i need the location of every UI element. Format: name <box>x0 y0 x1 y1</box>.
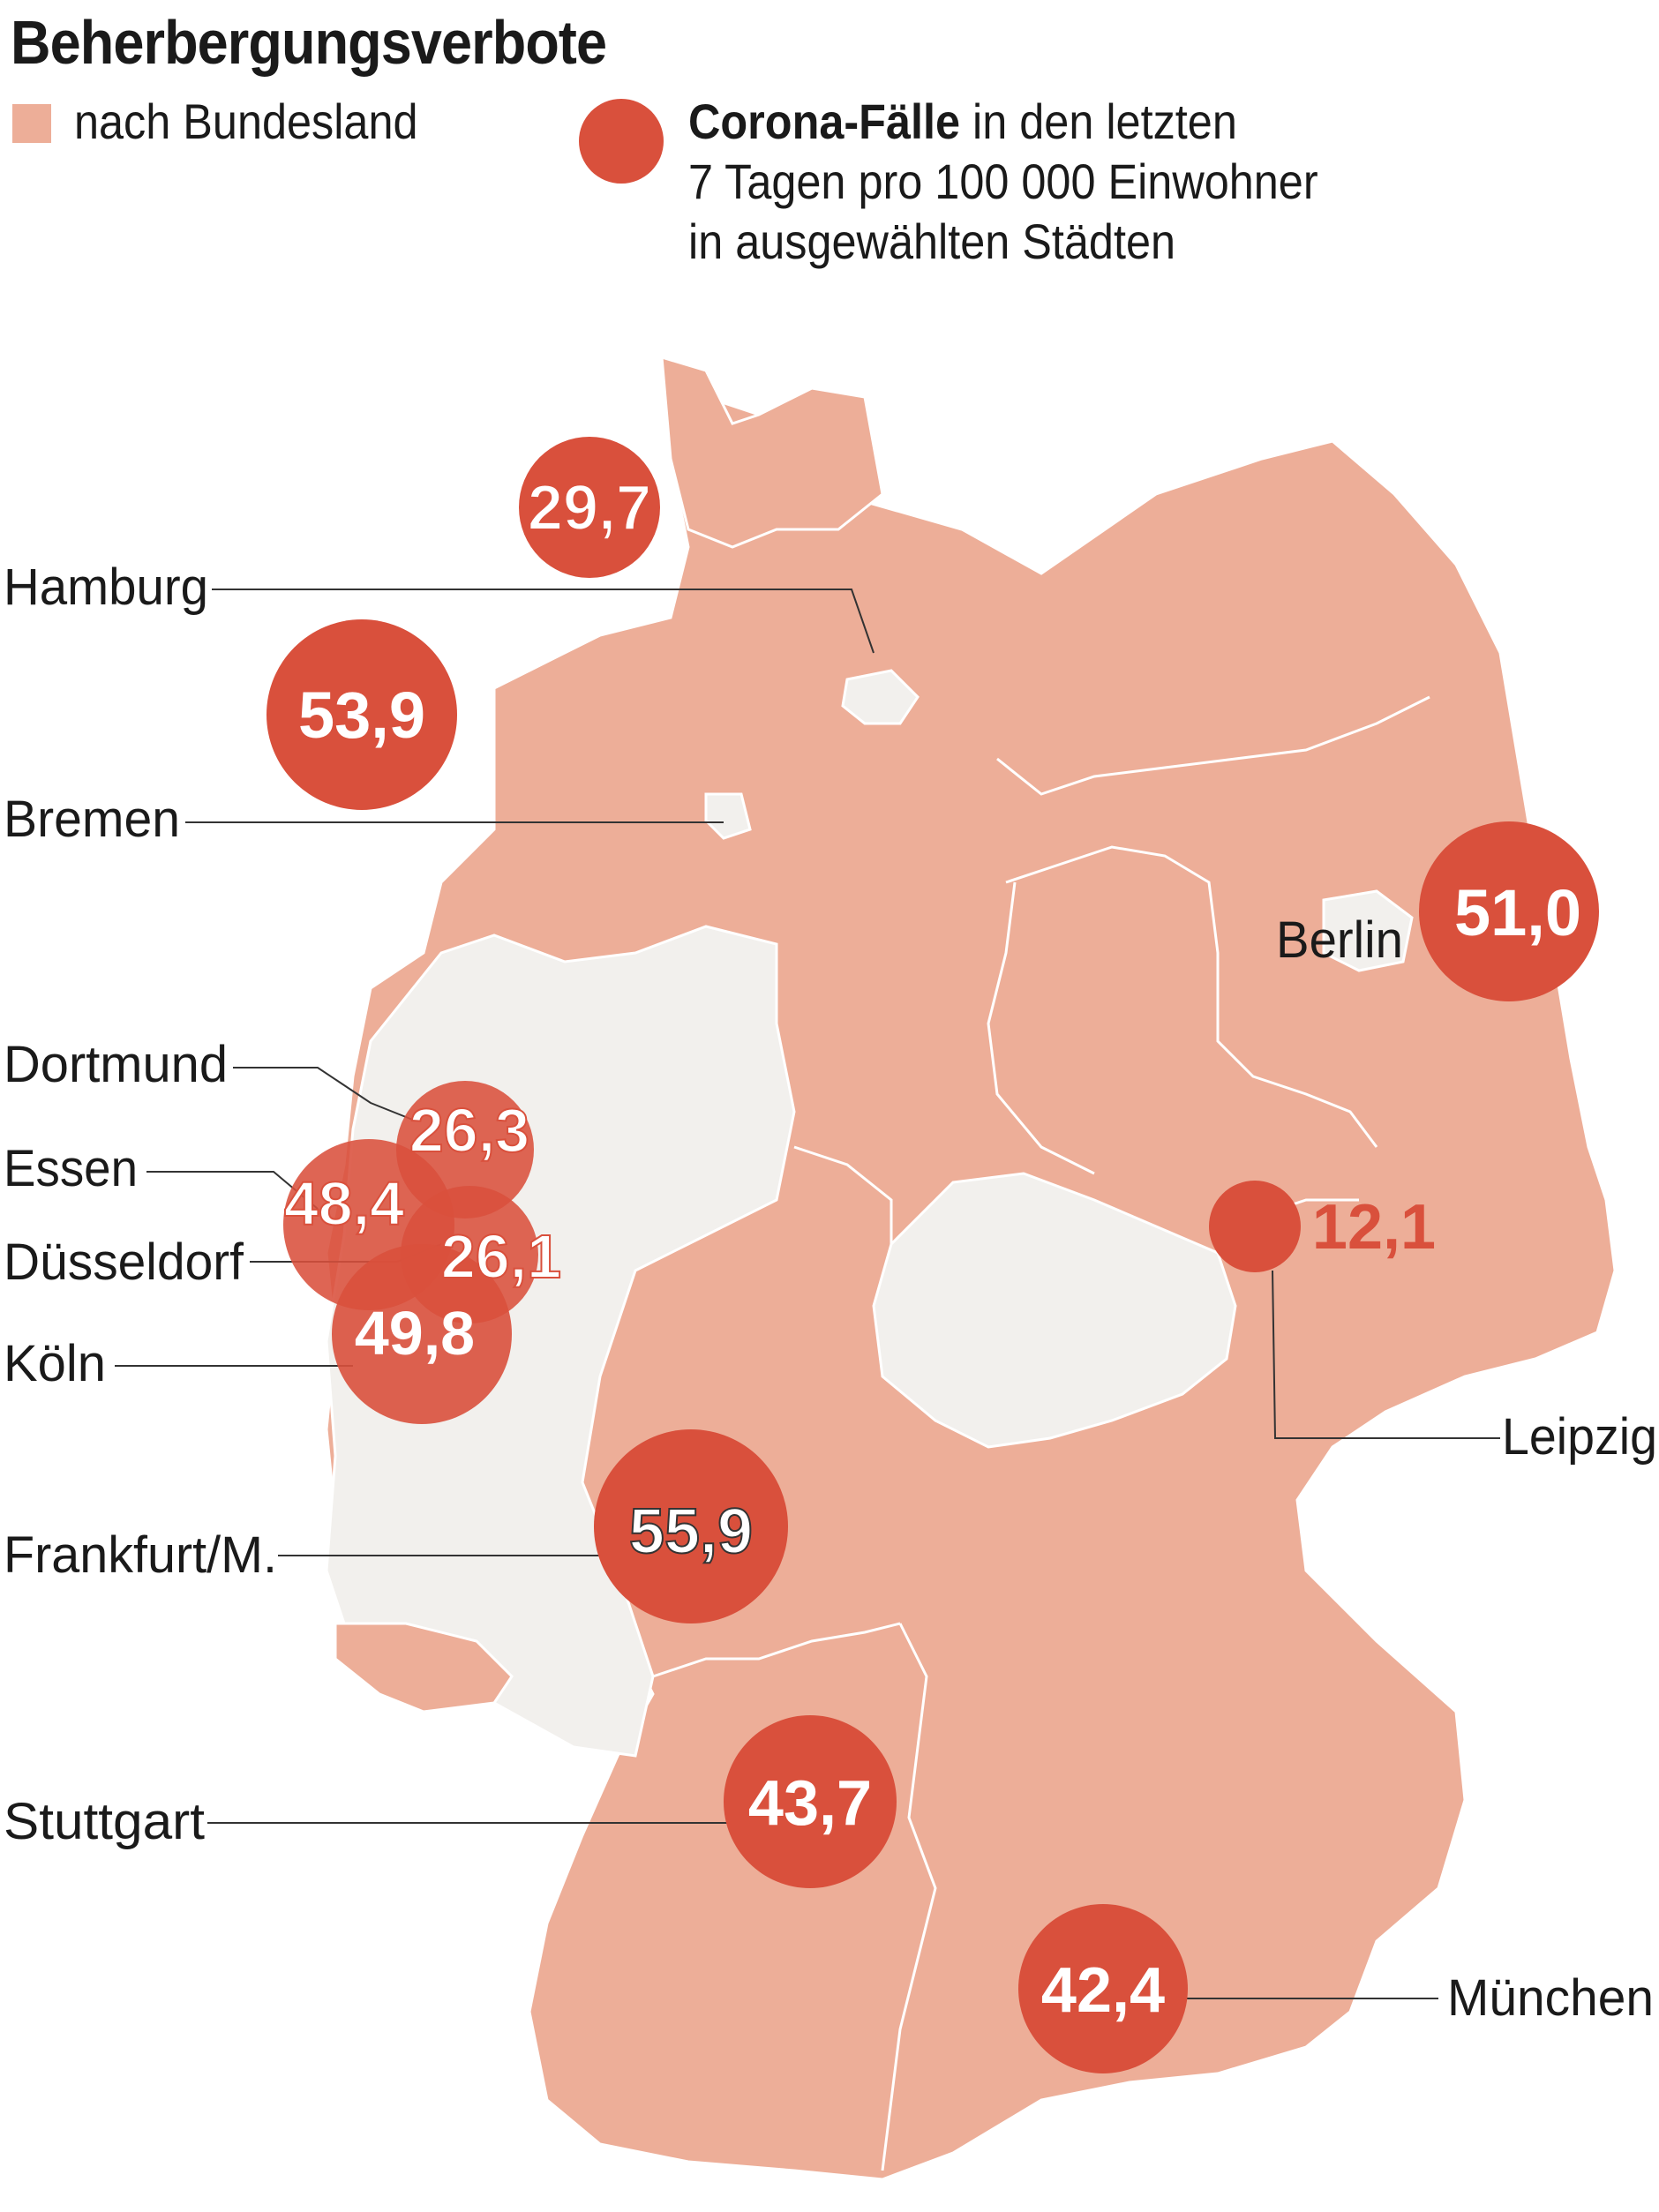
value-bremen: 53,9 <box>298 679 425 752</box>
state-saarland <box>334 1622 514 1713</box>
circle-berlin <box>1419 821 1599 1001</box>
legend-state-swatch <box>12 104 51 143</box>
leader-leipzig <box>1272 1270 1500 1439</box>
label-duesseldorf: Düsseldorf <box>4 1233 244 1291</box>
state-bremen <box>704 792 752 840</box>
value-muenchen: 42,4 <box>1041 1955 1165 2026</box>
value-dortmund: 26,3 <box>409 1096 529 1165</box>
circle-frankfurt <box>594 1429 788 1623</box>
value-frankfurt: 55,9 <box>629 1496 753 1567</box>
label-dortmund: Dortmund <box>4 1036 228 1093</box>
leader-dortmund <box>233 1067 416 1121</box>
label-berlin: Berlin <box>1276 911 1403 969</box>
schleswig-holstein-north <box>660 355 884 549</box>
circle-stuttgart <box>724 1715 897 1888</box>
legend-cases-line1: in den letzten <box>960 94 1237 149</box>
circle-koeln <box>332 1244 512 1424</box>
state-hamburg <box>841 669 920 725</box>
circle-bremen <box>266 619 457 810</box>
label-leipzig: Leipzig <box>1502 1408 1657 1466</box>
circle-hamburg <box>519 437 660 578</box>
map-title: Beherbergungsverbote <box>11 8 607 77</box>
leader-lines <box>115 589 1500 1999</box>
legend-cases-line2: 7 Tagen pro 100 000 Einwohner <box>688 154 1318 209</box>
leader-hamburg <box>212 589 875 654</box>
label-stuttgart: Stuttgart <box>4 1793 205 1850</box>
value-hamburg: 29,7 <box>528 473 651 544</box>
state-berlin <box>1322 889 1414 972</box>
value-berlin: 51,0 <box>1454 876 1581 949</box>
value-duesseldorf: 26,1 <box>441 1222 561 1291</box>
circle-muenchen <box>1018 1904 1188 2073</box>
circle-dortmund <box>396 1081 534 1218</box>
legend-state-label: nach Bundesland <box>74 94 418 149</box>
state-borders <box>652 695 1430 2171</box>
legend-cases-bold: Corona-Fälle <box>688 94 961 149</box>
legend-cases-line3: in ausgewählten Städten <box>688 214 1176 269</box>
label-muenchen: München <box>1447 1969 1654 2027</box>
label-hamburg: Hamburg <box>4 559 208 616</box>
label-frankfurt: Frankfurt/M. <box>4 1526 277 1584</box>
circle-leipzig <box>1209 1181 1301 1272</box>
value-essen: 48,4 <box>284 1169 404 1238</box>
state-thueringen <box>872 1172 1237 1449</box>
legend-cases-label: Corona-Fälle in den letzten 7 Tagen pro … <box>688 92 1318 272</box>
value-leipzig: 12,1 <box>1312 1192 1436 1263</box>
city-circles <box>266 437 1599 2073</box>
value-koeln: 49,8 <box>355 1299 475 1368</box>
label-essen: Essen <box>4 1140 138 1197</box>
legend-circle-swatch <box>579 99 664 184</box>
label-bremen: Bremen <box>4 791 180 848</box>
label-koeln: Köln <box>4 1335 106 1392</box>
value-stuttgart: 43,7 <box>748 1768 872 1839</box>
